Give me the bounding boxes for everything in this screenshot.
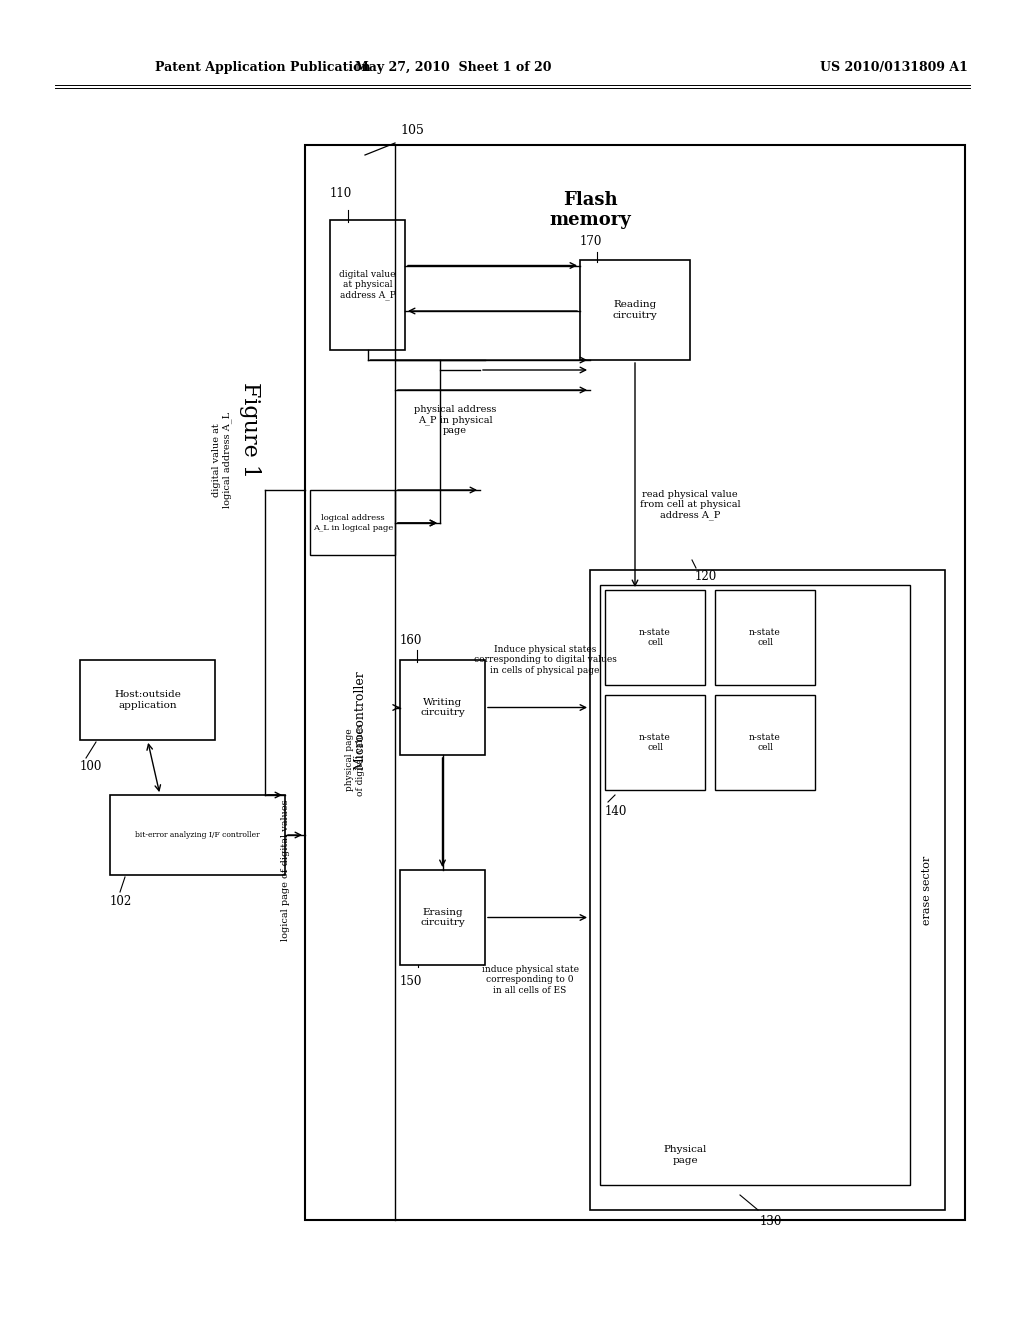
Text: logical address
A_L in logical page: logical address A_L in logical page [313, 515, 393, 532]
Text: induce physical state
corresponding to 0
in all cells of ES: induce physical state corresponding to 0… [481, 965, 579, 995]
Bar [400, 660, 485, 755]
Bar [715, 696, 815, 789]
Text: 170: 170 [580, 235, 602, 248]
Text: 160: 160 [400, 634, 422, 647]
Bar [600, 585, 910, 1185]
Text: erase sector: erase sector [922, 855, 932, 924]
Text: May 27, 2010  Sheet 1 of 20: May 27, 2010 Sheet 1 of 20 [354, 62, 551, 74]
Bar [330, 220, 406, 350]
Text: Reading
circuitry: Reading circuitry [612, 300, 657, 319]
Text: Microcontroller: Microcontroller [353, 671, 367, 770]
Text: 100: 100 [80, 760, 102, 774]
Text: Writing
circuitry: Writing circuitry [420, 698, 465, 717]
Bar [715, 590, 815, 685]
Text: n-state
cell: n-state cell [639, 733, 671, 752]
Text: 140: 140 [605, 805, 628, 818]
Text: Erasing
circuitry: Erasing circuitry [420, 908, 465, 927]
Text: 102: 102 [110, 895, 132, 908]
Text: n-state
cell: n-state cell [750, 628, 781, 647]
Bar [310, 490, 395, 554]
Bar [605, 590, 705, 685]
Text: Figure 1: Figure 1 [239, 381, 261, 478]
Text: read physical value
from cell at physical
address A_P: read physical value from cell at physica… [640, 490, 740, 520]
Text: digital value
at physical
address A_P: digital value at physical address A_P [339, 269, 395, 300]
Bar [400, 870, 485, 965]
Bar [305, 145, 965, 1220]
Bar [590, 570, 945, 1210]
Text: n-state
cell: n-state cell [750, 733, 781, 752]
Text: n-state
cell: n-state cell [639, 628, 671, 647]
Bar [580, 260, 690, 360]
Text: Induce physical states
corresponding to digital values
in cells of physical page: Induce physical states corresponding to … [473, 645, 616, 675]
Text: Flash
memory: Flash memory [549, 190, 631, 230]
Text: US 2010/0131809 A1: US 2010/0131809 A1 [820, 62, 968, 74]
Text: 105: 105 [400, 124, 424, 137]
Text: physical address
A_P in physical
page: physical address A_P in physical page [414, 405, 497, 436]
Bar [80, 660, 215, 741]
Text: 110: 110 [330, 187, 352, 201]
Text: 120: 120 [695, 570, 717, 583]
Text: bit-error analyzing I/F controller: bit-error analyzing I/F controller [135, 832, 260, 840]
Text: 150: 150 [400, 975, 422, 987]
Text: Physical
page: Physical page [664, 1146, 707, 1164]
Text: Patent Application Publication: Patent Application Publication [155, 62, 371, 74]
Text: digital value at
logical address A_L: digital value at logical address A_L [212, 412, 232, 508]
Bar [110, 795, 285, 875]
Text: physical page
of digital values: physical page of digital values [345, 723, 365, 796]
Bar [605, 696, 705, 789]
Text: Host:outside
application: Host:outside application [114, 690, 181, 710]
Text: logical page of digital values: logical page of digital values [281, 799, 290, 941]
Text: 130: 130 [760, 1214, 782, 1228]
